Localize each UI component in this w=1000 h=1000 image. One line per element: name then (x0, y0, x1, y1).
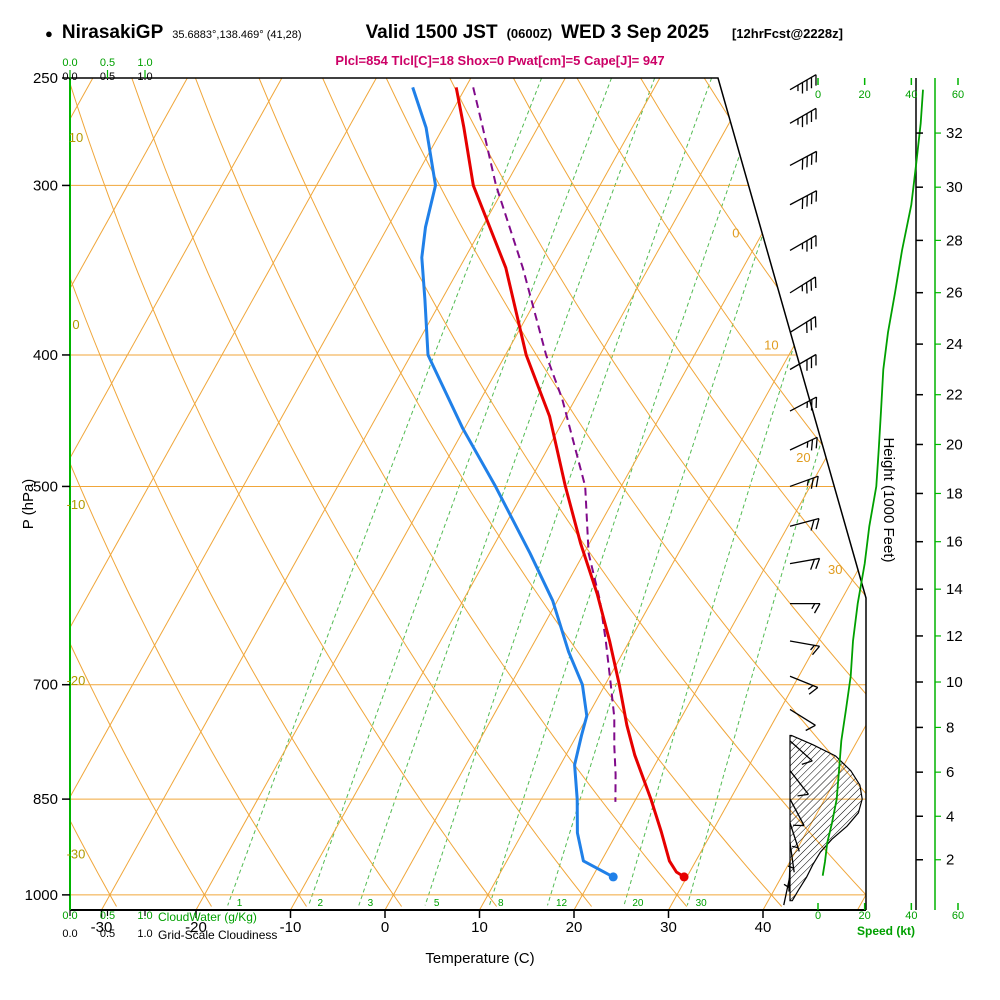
temperature-axis-title: Temperature (C) (425, 950, 535, 967)
svg-text:60: 60 (952, 910, 964, 922)
wind-barb-layer (783, 74, 821, 906)
svg-text:0.5: 0.5 (100, 71, 115, 83)
svg-text:0: 0 (72, 317, 79, 332)
svg-text:1000: 1000 (25, 887, 58, 904)
svg-text:-30: -30 (91, 919, 113, 936)
svg-text:12: 12 (946, 628, 963, 645)
svg-text:24: 24 (946, 336, 963, 353)
svg-text:22: 22 (946, 387, 963, 404)
svg-text:850: 850 (33, 791, 58, 808)
svg-text:60: 60 (952, 89, 964, 101)
svg-text:14: 14 (946, 581, 963, 598)
svg-text:30: 30 (660, 919, 677, 936)
chart-header: ● NirasakiGP 35.6883°,138.469° (41,28) V… (45, 22, 995, 44)
svg-text:12: 12 (556, 898, 568, 909)
svg-text:0.0: 0.0 (62, 928, 77, 940)
svg-text:30: 30 (828, 562, 842, 577)
station-name: NirasakiGP (61, 22, 164, 43)
svg-text:32: 32 (946, 125, 963, 142)
svg-text:0.0: 0.0 (62, 57, 77, 69)
svg-text:28: 28 (946, 232, 963, 249)
svg-text:300: 300 (33, 177, 58, 194)
svg-text:400: 400 (33, 347, 58, 364)
svg-text:-10: -10 (280, 919, 302, 936)
height-axis-title: Height (1000 Feet) (880, 437, 897, 563)
profile-layer (411, 86, 689, 882)
valid-utc: (0600Z) (506, 26, 553, 41)
svg-text:20: 20 (946, 436, 963, 453)
svg-text:0: 0 (381, 919, 389, 936)
svg-text:1.0: 1.0 (137, 928, 152, 940)
station-bullet-icon: ● (45, 26, 53, 41)
svg-text:1.0: 1.0 (137, 57, 152, 69)
svg-text:0.5: 0.5 (100, 910, 115, 922)
svg-text:0: 0 (815, 910, 821, 922)
svg-text:3: 3 (368, 898, 374, 909)
svg-text:4: 4 (946, 808, 954, 825)
svg-text:40: 40 (905, 89, 917, 101)
svg-text:1.0: 1.0 (137, 910, 152, 922)
svg-text:0.0: 0.0 (62, 71, 77, 83)
svg-text:20: 20 (859, 89, 871, 101)
cloudwater-legend: CloudWater (g/Kg) (158, 910, 257, 924)
valid-date: WED 3 Sep 2025 (561, 22, 709, 43)
svg-text:6: 6 (946, 764, 954, 781)
svg-text:250: 250 (33, 70, 58, 87)
svg-text:10: 10 (946, 674, 963, 691)
svg-text:700: 700 (33, 677, 58, 694)
svg-text:0.5: 0.5 (100, 928, 115, 940)
svg-text:-30: -30 (67, 847, 86, 862)
svg-text:40: 40 (755, 919, 772, 936)
svg-text:-20: -20 (67, 673, 86, 688)
svg-text:1.0: 1.0 (137, 71, 152, 83)
svg-text:0: 0 (732, 225, 739, 240)
svg-text:2: 2 (318, 898, 324, 909)
pressure-line-layer (70, 184, 866, 896)
svg-text:20: 20 (566, 919, 583, 936)
svg-text:10: 10 (764, 338, 778, 353)
svg-text:20: 20 (796, 450, 810, 465)
svg-text:500: 500 (33, 478, 58, 495)
axis-label-layer: 1 2 3 5 8 12 20 300102030-30-20-100102503004005… (25, 57, 964, 940)
speed-curve-layer (821, 89, 924, 876)
svg-text:30: 30 (946, 179, 963, 196)
svg-text:-20: -20 (185, 919, 207, 936)
pressure-axis-title: P (hPa) (20, 478, 37, 530)
cloudiness-legend: Grid-Scale Cloudiness (158, 928, 278, 942)
svg-text:26: 26 (946, 285, 963, 302)
svg-text:10: 10 (69, 130, 83, 145)
svg-text:16: 16 (946, 534, 963, 551)
svg-text:1: 1 (237, 898, 243, 909)
svg-text:0.5: 0.5 (100, 57, 115, 69)
svg-text:18: 18 (946, 485, 963, 502)
valid-time: Valid 1500 JST (365, 22, 498, 43)
speed-axis-title: Speed (kt) (856, 924, 915, 938)
cloud-layer (789, 734, 863, 902)
svg-text:5: 5 (434, 898, 440, 909)
svg-text:0: 0 (815, 89, 821, 101)
stability-indices: Plcl=854 Tlcl[C]=18 Shox=0 Pwat[cm]=5 Ca… (335, 53, 665, 68)
svg-text:8: 8 (946, 719, 954, 736)
svg-text:10: 10 (471, 919, 488, 936)
svg-text:0.0: 0.0 (62, 910, 77, 922)
svg-text:30: 30 (696, 898, 708, 909)
forecast-tag: [12hrFcst@2228z] (731, 26, 843, 41)
svg-text:8: 8 (498, 898, 504, 909)
svg-text:20: 20 (632, 898, 644, 909)
station-coords: 35.6883°,138.469° (41,28) (172, 29, 302, 41)
svg-text:-10: -10 (67, 497, 86, 512)
svg-text:40: 40 (905, 910, 917, 922)
svg-text:20: 20 (859, 910, 871, 922)
svg-text:2: 2 (946, 852, 954, 869)
